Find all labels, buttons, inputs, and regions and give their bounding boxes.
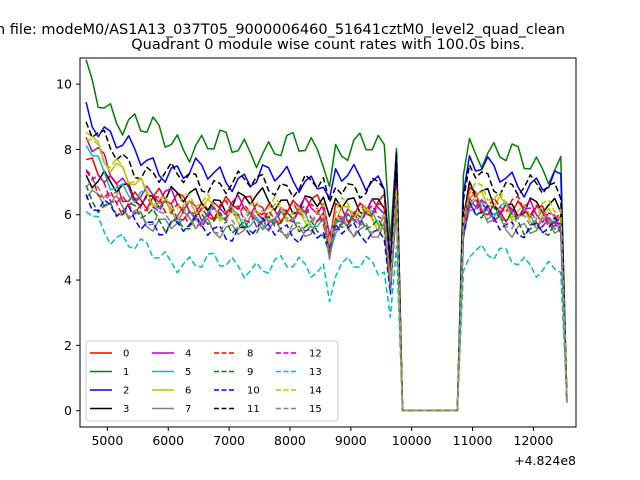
x-tick-label: 5000 [91, 433, 123, 448]
figure-suptitle: n file: modeM0/AS1A13_037T05_9000006460_… [0, 22, 565, 38]
series-lines [85, 59, 568, 412]
legend-label-8: 8 [247, 349, 253, 360]
axes: 5000 6000 7000 8000 9000 10000 11000 12000 0 2 4 6 8… [56, 57, 577, 448]
legend-label-5: 5 [185, 367, 191, 378]
series-line-11 [85, 121, 568, 412]
legend-label-2: 2 [123, 386, 129, 397]
legend-label-13: 13 [309, 367, 322, 378]
legend-label-0: 0 [123, 349, 129, 360]
x-offset-label: +4.824e8 [514, 453, 576, 468]
x-tick-label: 12000 [514, 433, 554, 448]
series-line-2 [85, 101, 568, 412]
y-tick-label: 10 [56, 77, 72, 92]
plot-area [85, 59, 568, 412]
series-line-10 [85, 194, 568, 412]
legend-label-1: 1 [123, 367, 129, 378]
y-tick-label: 2 [64, 338, 72, 353]
y-tick-label: 4 [64, 273, 72, 288]
x-tick-label: 11000 [453, 433, 493, 448]
legend-label-6: 6 [185, 386, 191, 397]
legend-label-14: 14 [309, 386, 322, 397]
x-tick-label: 9000 [335, 433, 367, 448]
x-tick-label: 8000 [274, 433, 306, 448]
series-line-14 [85, 138, 568, 412]
series-line-1 [85, 59, 568, 412]
x-tick-label: 10000 [392, 433, 432, 448]
series-line-12 [85, 170, 568, 412]
chart-title: Quadrant 0 module wise count rates with … [131, 37, 525, 53]
legend-label-12: 12 [309, 349, 322, 360]
y-tick-label: 6 [64, 207, 72, 222]
legend-label-15: 15 [309, 404, 322, 415]
legend-label-9: 9 [247, 367, 253, 378]
legend-label-11: 11 [247, 404, 260, 415]
legend-label-7: 7 [185, 404, 191, 415]
x-tick-label: 6000 [152, 433, 184, 448]
y-tick-label: 8 [64, 142, 72, 157]
y-tick-label: 0 [64, 403, 72, 418]
legend-label-10: 10 [247, 386, 260, 397]
x-tick-label: 7000 [213, 433, 245, 448]
legend-box [85, 340, 339, 422]
series-line-15 [85, 178, 568, 412]
legend-label-3: 3 [123, 404, 129, 415]
series-line-13 [85, 210, 568, 412]
axes-frame [79, 57, 577, 428]
legend-label-4: 4 [185, 349, 191, 360]
